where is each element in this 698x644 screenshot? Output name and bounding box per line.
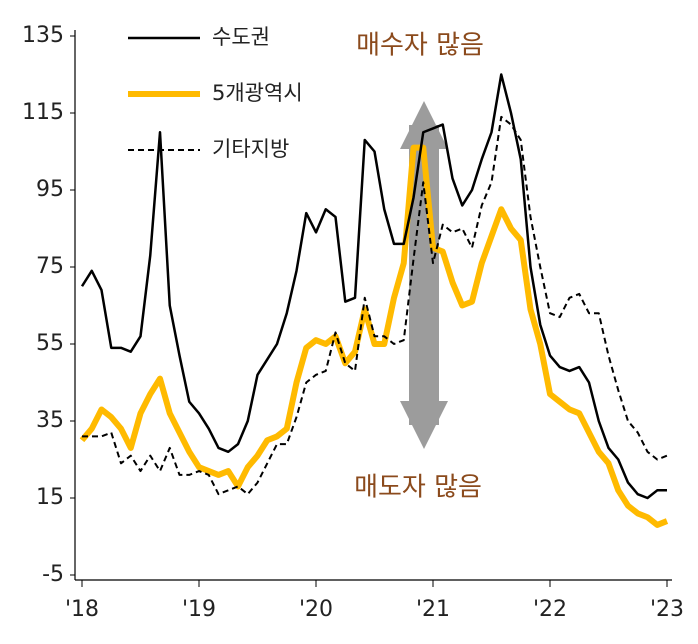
y-tick-label: 75 (36, 254, 64, 279)
x-tick-label: '20 (299, 597, 333, 622)
x-tick-label: '21 (416, 597, 450, 622)
y-tick-label: 135 (22, 23, 64, 48)
series-line (80, 73, 667, 500)
legend-label: 수도권 (212, 25, 270, 49)
y-tick-label: 115 (22, 100, 64, 125)
legend-label: 5개광역시 (212, 81, 303, 105)
series-line (82, 115, 668, 496)
x-tick-label: '19 (182, 597, 216, 622)
legend-label: 기타지방 (212, 137, 289, 161)
x-tick-label: '23 (650, 597, 684, 622)
x-tick-label: '22 (533, 597, 567, 622)
series-line (79, 144, 669, 528)
y-tick-label: -5 (42, 562, 64, 587)
y-tick-label: 15 (36, 485, 64, 510)
x-tick-label: '18 (65, 597, 99, 622)
annotation: 매수자 많음 (356, 31, 484, 61)
y-tick-label: 95 (36, 177, 64, 202)
annotation: 매도자 많음 (354, 473, 482, 503)
y-tick-label: 55 (36, 331, 64, 356)
y-tick-label: 35 (36, 408, 64, 433)
